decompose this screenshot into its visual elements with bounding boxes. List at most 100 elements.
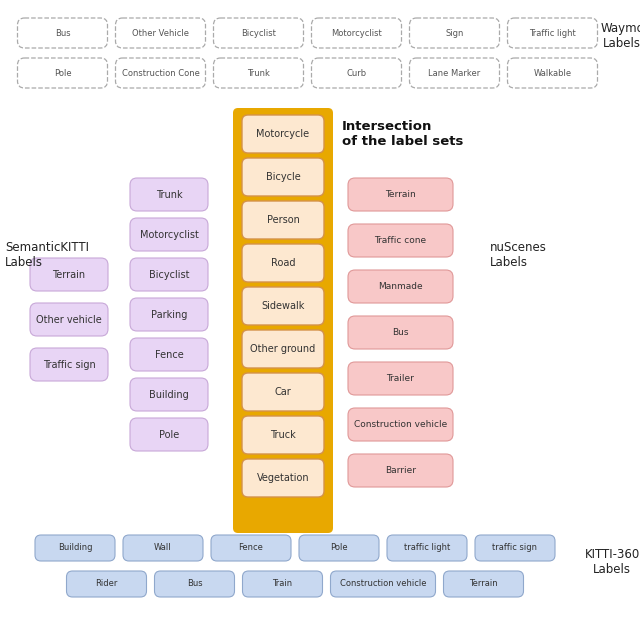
FancyBboxPatch shape bbox=[130, 258, 208, 291]
Text: Sidewalk: Sidewalk bbox=[261, 301, 305, 311]
Text: Other ground: Other ground bbox=[250, 344, 316, 354]
FancyBboxPatch shape bbox=[243, 571, 323, 597]
Text: Lane Marker: Lane Marker bbox=[428, 68, 481, 77]
FancyBboxPatch shape bbox=[242, 287, 324, 325]
Text: Other Vehicle: Other Vehicle bbox=[132, 28, 189, 37]
FancyBboxPatch shape bbox=[242, 201, 324, 239]
FancyBboxPatch shape bbox=[242, 244, 324, 282]
Text: Car: Car bbox=[275, 387, 291, 397]
Text: Person: Person bbox=[267, 215, 300, 225]
Text: Traffic sign: Traffic sign bbox=[43, 359, 95, 370]
Text: Waymo
Labels: Waymo Labels bbox=[600, 22, 640, 50]
Text: Terrain: Terrain bbox=[385, 190, 416, 199]
Text: Building: Building bbox=[58, 544, 92, 553]
FancyBboxPatch shape bbox=[242, 416, 324, 454]
Text: Sign: Sign bbox=[445, 28, 464, 37]
FancyBboxPatch shape bbox=[30, 303, 108, 336]
FancyBboxPatch shape bbox=[348, 408, 453, 441]
FancyBboxPatch shape bbox=[242, 115, 324, 153]
FancyBboxPatch shape bbox=[130, 178, 208, 211]
Text: Intersection
of the label sets: Intersection of the label sets bbox=[342, 120, 463, 148]
FancyBboxPatch shape bbox=[35, 535, 115, 561]
Text: Motorcyclist: Motorcyclist bbox=[331, 28, 382, 37]
Text: Other vehicle: Other vehicle bbox=[36, 314, 102, 325]
FancyBboxPatch shape bbox=[214, 58, 303, 88]
FancyBboxPatch shape bbox=[123, 535, 203, 561]
Text: Pole: Pole bbox=[159, 430, 179, 439]
Text: Bicyclist: Bicyclist bbox=[241, 28, 276, 37]
FancyBboxPatch shape bbox=[30, 258, 108, 291]
Text: SemanticKITTI
Labels: SemanticKITTI Labels bbox=[5, 241, 89, 269]
FancyBboxPatch shape bbox=[130, 218, 208, 251]
FancyBboxPatch shape bbox=[348, 362, 453, 395]
Text: Fence: Fence bbox=[155, 350, 184, 359]
FancyBboxPatch shape bbox=[130, 338, 208, 371]
FancyBboxPatch shape bbox=[475, 535, 555, 561]
Text: Terrain: Terrain bbox=[469, 580, 498, 589]
FancyBboxPatch shape bbox=[348, 454, 453, 487]
FancyBboxPatch shape bbox=[214, 18, 303, 48]
Text: traffic sign: traffic sign bbox=[493, 544, 538, 553]
Text: Pole: Pole bbox=[330, 544, 348, 553]
Text: Bus: Bus bbox=[392, 328, 409, 337]
FancyBboxPatch shape bbox=[115, 18, 205, 48]
Text: KITTI-360
Labels: KITTI-360 Labels bbox=[584, 548, 639, 576]
FancyBboxPatch shape bbox=[348, 224, 453, 257]
FancyBboxPatch shape bbox=[299, 535, 379, 561]
Text: Road: Road bbox=[271, 258, 295, 268]
Text: Truck: Truck bbox=[270, 430, 296, 440]
Text: Construction Cone: Construction Cone bbox=[122, 68, 200, 77]
Text: Motorcycle: Motorcycle bbox=[257, 129, 310, 139]
Text: Bicyclist: Bicyclist bbox=[148, 269, 189, 279]
FancyBboxPatch shape bbox=[242, 158, 324, 196]
Text: Pole: Pole bbox=[54, 68, 71, 77]
Text: Building: Building bbox=[149, 390, 189, 399]
Text: Parking: Parking bbox=[151, 310, 187, 319]
FancyBboxPatch shape bbox=[242, 459, 324, 497]
FancyBboxPatch shape bbox=[508, 58, 598, 88]
Text: traffic light: traffic light bbox=[404, 544, 450, 553]
Text: Barrier: Barrier bbox=[385, 466, 416, 475]
FancyBboxPatch shape bbox=[211, 535, 291, 561]
Text: Train: Train bbox=[273, 580, 292, 589]
Text: nuScenes
Labels: nuScenes Labels bbox=[490, 241, 547, 269]
Text: Vegetation: Vegetation bbox=[257, 473, 309, 483]
Text: Rider: Rider bbox=[95, 580, 118, 589]
FancyBboxPatch shape bbox=[348, 316, 453, 349]
FancyBboxPatch shape bbox=[312, 58, 401, 88]
Text: Terrain: Terrain bbox=[52, 269, 86, 279]
FancyBboxPatch shape bbox=[17, 18, 108, 48]
FancyBboxPatch shape bbox=[30, 348, 108, 381]
FancyBboxPatch shape bbox=[444, 571, 524, 597]
Text: Traffic cone: Traffic cone bbox=[374, 236, 427, 245]
FancyBboxPatch shape bbox=[410, 58, 499, 88]
Text: Bicycle: Bicycle bbox=[266, 172, 300, 182]
FancyBboxPatch shape bbox=[130, 378, 208, 411]
FancyBboxPatch shape bbox=[312, 18, 401, 48]
Text: Bus: Bus bbox=[54, 28, 70, 37]
FancyBboxPatch shape bbox=[387, 535, 467, 561]
FancyBboxPatch shape bbox=[233, 108, 333, 533]
FancyBboxPatch shape bbox=[67, 571, 147, 597]
Text: Motorcyclist: Motorcyclist bbox=[140, 229, 198, 240]
FancyBboxPatch shape bbox=[330, 571, 435, 597]
Text: Construction vehicle: Construction vehicle bbox=[354, 420, 447, 429]
FancyBboxPatch shape bbox=[130, 298, 208, 331]
FancyBboxPatch shape bbox=[130, 418, 208, 451]
FancyBboxPatch shape bbox=[508, 18, 598, 48]
FancyBboxPatch shape bbox=[242, 373, 324, 411]
FancyBboxPatch shape bbox=[154, 571, 234, 597]
FancyBboxPatch shape bbox=[410, 18, 499, 48]
Text: Manmade: Manmade bbox=[378, 282, 423, 291]
FancyBboxPatch shape bbox=[348, 178, 453, 211]
Text: Walkable: Walkable bbox=[533, 68, 572, 77]
FancyBboxPatch shape bbox=[348, 270, 453, 303]
FancyBboxPatch shape bbox=[17, 58, 108, 88]
FancyBboxPatch shape bbox=[115, 58, 205, 88]
Text: Traffic light: Traffic light bbox=[529, 28, 576, 37]
Text: Wall: Wall bbox=[154, 544, 172, 553]
Text: Bus: Bus bbox=[187, 580, 202, 589]
Text: Curb: Curb bbox=[346, 68, 367, 77]
Text: Fence: Fence bbox=[239, 544, 264, 553]
Text: Trailer: Trailer bbox=[387, 374, 415, 383]
